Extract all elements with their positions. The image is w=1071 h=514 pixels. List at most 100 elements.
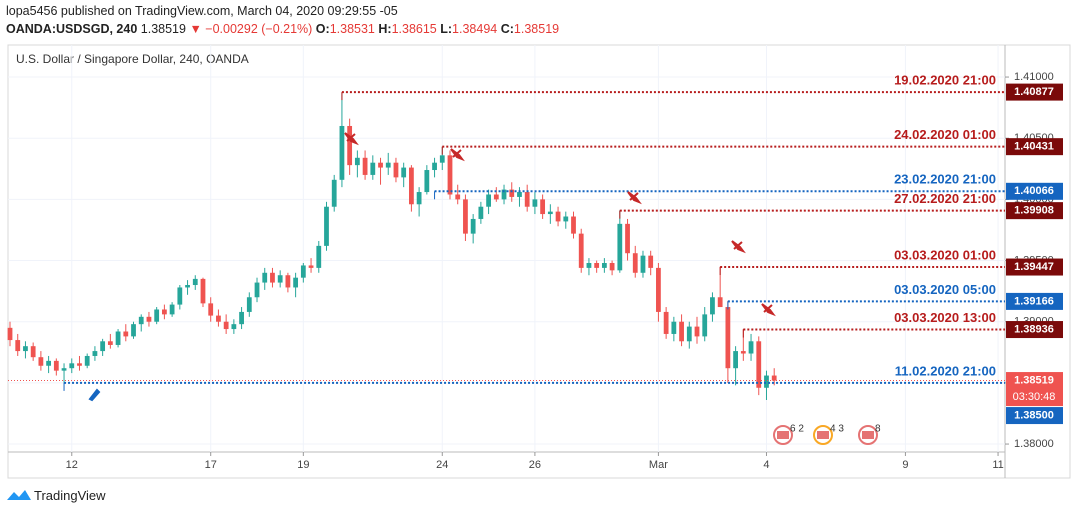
candle-body (177, 287, 183, 305)
candle-body (239, 311, 244, 325)
candle-body (656, 267, 661, 312)
x-tick-label: 11 (992, 459, 1003, 471)
candle-body (601, 262, 607, 268)
price-box-label: 1.39166 (1014, 295, 1054, 307)
candle-body (30, 346, 36, 358)
ohlc-value: 1.38531 (329, 22, 375, 36)
level-label: 27.02.2020 21:00 (894, 191, 996, 206)
price-box-label: 1.38936 (1014, 323, 1054, 335)
candle-body (447, 155, 453, 195)
y-tick-label: 1.38000 (1014, 438, 1054, 450)
candle-body (46, 360, 51, 366)
candle-body (347, 125, 353, 166)
level-label: 19.02.2020 21:00 (894, 73, 996, 88)
candle-body (401, 167, 407, 178)
candle-body (632, 253, 638, 273)
x-tick-label: 26 (529, 459, 541, 471)
candle-body (424, 170, 430, 193)
candle-body (77, 363, 82, 366)
price-box-label: 1.40431 (1014, 141, 1054, 153)
candle-body (154, 309, 160, 322)
price-box (1006, 83, 1063, 101)
candle-body (493, 194, 499, 200)
candle-body (540, 199, 546, 215)
ohlc-key: C: (500, 22, 514, 36)
candle-body (717, 297, 723, 308)
event-flag (777, 431, 789, 439)
candle-body (756, 341, 762, 388)
candle-body (393, 162, 399, 178)
candle-body (648, 255, 654, 268)
candle-body (385, 162, 391, 168)
candle-body (609, 262, 615, 271)
candle-body (586, 262, 592, 268)
price-box (1006, 182, 1063, 200)
candle-body (702, 314, 708, 337)
candle-body (277, 275, 283, 283)
candle-body (208, 303, 214, 316)
candle-body (578, 233, 584, 268)
candle-body (501, 189, 507, 200)
candle-body (710, 297, 715, 315)
candle-body (362, 157, 368, 175)
price-box (1006, 407, 1063, 425)
candle-body (293, 277, 299, 288)
price-box (1006, 258, 1063, 276)
candle-body (725, 307, 731, 369)
candle-body (463, 199, 468, 234)
price-box (1006, 372, 1063, 407)
chart-title: U.S. Dollar / Singapore Dollar, 240, OAN… (16, 52, 249, 66)
last-price: 1.38519 (140, 22, 186, 36)
candle-body (38, 357, 44, 366)
price-box (1006, 292, 1063, 310)
candle-body (617, 223, 623, 271)
candle-body (771, 375, 777, 381)
candle-body (486, 194, 491, 207)
candle-body (571, 216, 576, 234)
ohlc-value: 1.38519 (513, 22, 560, 36)
candle-body (231, 324, 237, 330)
candle-body (138, 316, 144, 325)
candle-body (262, 272, 268, 283)
symbol: OANDA:USDSGD, 240 (6, 22, 138, 36)
byline: lopa5456 published on TradingView.com, M… (6, 4, 398, 18)
candle-body (671, 321, 677, 334)
candle-body (432, 162, 437, 171)
event-label: 8 (875, 424, 881, 435)
candle-body (547, 211, 553, 215)
candle-body (169, 304, 175, 315)
x-tick-label: Mar (649, 459, 668, 471)
candle-body (594, 262, 600, 268)
candle-body (470, 218, 476, 234)
candle-body (100, 341, 106, 352)
price-box (1006, 321, 1063, 339)
candle-body (161, 309, 167, 315)
x-tick-label: 4 (763, 459, 769, 471)
candle-body (740, 351, 746, 354)
event-flag (817, 431, 829, 439)
sell-marker (450, 148, 465, 162)
candle-body (663, 311, 669, 334)
x-tick-label: 12 (66, 459, 78, 471)
candle-body (308, 265, 314, 268)
candle-body (733, 351, 738, 369)
ohlc-key: O: (315, 22, 330, 36)
countdown: 03:30:48 (1013, 391, 1056, 403)
logo (7, 490, 31, 500)
candle-body (200, 278, 206, 304)
candle-body (53, 360, 59, 371)
ohlc-value: 1.38494 (452, 22, 498, 36)
candle-body (524, 192, 530, 207)
candle-body (285, 275, 291, 288)
footer-brand: TradingView (34, 488, 106, 503)
y-tick-label: 1.41000 (1014, 71, 1054, 83)
candle-body (563, 216, 569, 222)
candle-body (15, 340, 21, 352)
frame (7, 44, 1071, 479)
candle-body (61, 368, 67, 371)
candle-body (107, 341, 113, 345)
candle-body (300, 265, 306, 278)
candle-body (185, 285, 190, 288)
candle-body (555, 211, 561, 222)
